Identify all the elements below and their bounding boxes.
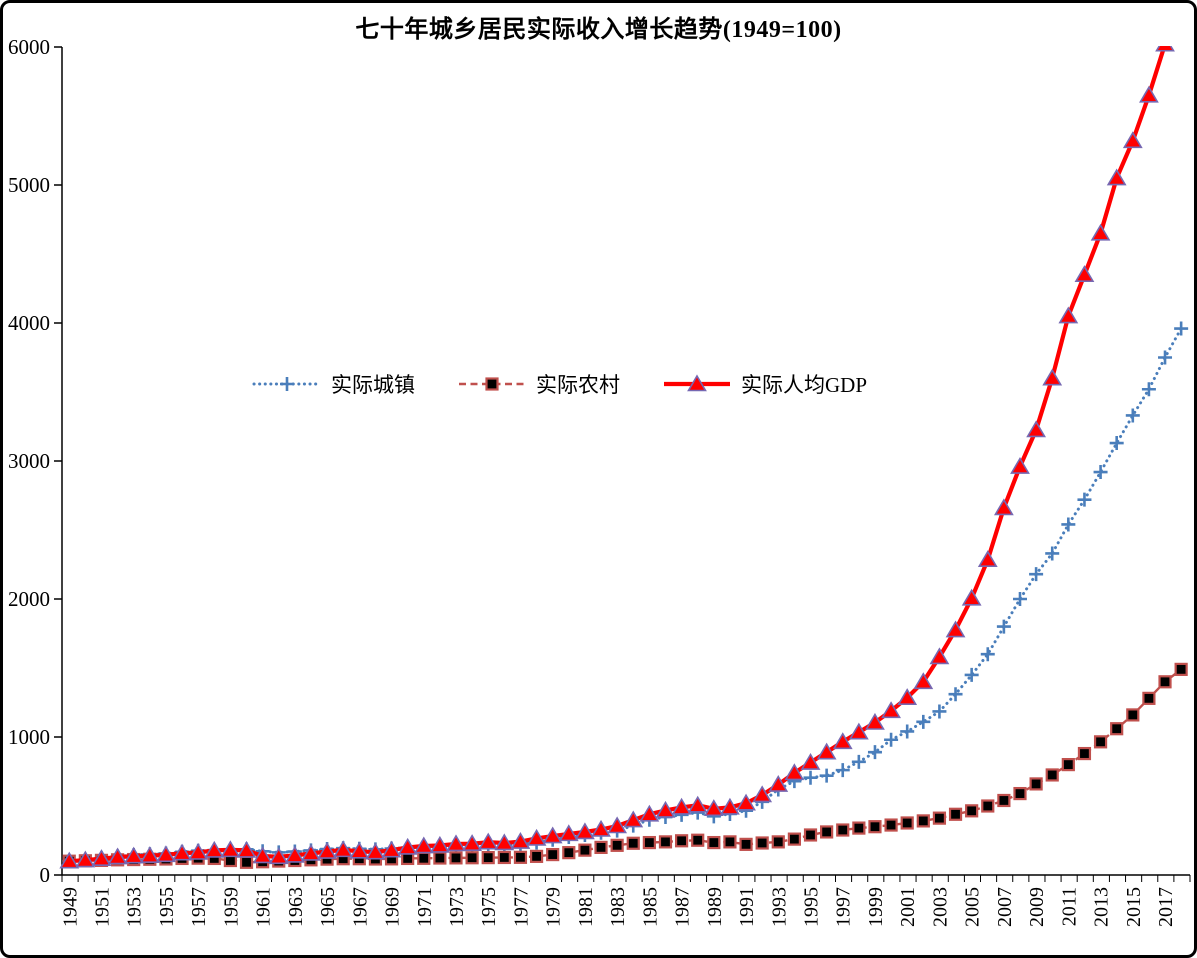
svg-text:4000: 4000 (8, 311, 50, 335)
svg-text:6000: 6000 (8, 35, 50, 59)
legend-item-urban: 实际城镇 (252, 369, 415, 399)
legend-label-gdp: 实际人均GDP (741, 373, 868, 397)
svg-text:1973: 1973 (446, 887, 468, 927)
legend-label-rural: 实际农村 (536, 373, 620, 397)
svg-text:2017: 2017 (1155, 887, 1177, 927)
series-实际农村 (62, 662, 1188, 869)
svg-text:1995: 1995 (801, 887, 823, 927)
svg-text:2011: 2011 (1058, 887, 1080, 926)
svg-text:1949: 1949 (59, 887, 81, 927)
svg-text:5000: 5000 (8, 173, 50, 197)
svg-text:1957: 1957 (188, 887, 210, 927)
svg-text:1981: 1981 (575, 887, 597, 927)
svg-text:1967: 1967 (349, 887, 371, 927)
svg-text:2009: 2009 (1026, 887, 1048, 927)
rural-line-marker-icon (457, 371, 527, 397)
series-实际人均GDP (59, 46, 1175, 869)
svg-text:1963: 1963 (285, 887, 307, 927)
urban-line-marker-icon (252, 371, 322, 397)
svg-text:1999: 1999 (865, 887, 887, 927)
svg-text:1975: 1975 (478, 887, 500, 927)
svg-text:2007: 2007 (994, 887, 1016, 927)
gdp-line-marker-icon (662, 371, 732, 397)
svg-text:1991: 1991 (736, 887, 758, 927)
svg-text:2003: 2003 (929, 887, 951, 927)
svg-text:1953: 1953 (124, 887, 146, 927)
svg-text:2000: 2000 (8, 587, 50, 611)
svg-text:1000: 1000 (8, 725, 50, 749)
svg-text:1977: 1977 (510, 887, 532, 927)
legend: 实际城镇 实际农村 实际人均GDP (252, 369, 867, 399)
svg-text:1955: 1955 (156, 887, 178, 927)
svg-text:1993: 1993 (768, 887, 790, 927)
svg-text:1965: 1965 (317, 887, 339, 927)
axes: 0 1000 2000 3000 4000 5000 6000 1949 1951 1953 195… (8, 35, 1191, 927)
svg-text:1997: 1997 (833, 887, 855, 927)
svg-text:1983: 1983 (607, 887, 629, 927)
svg-text:1989: 1989 (704, 887, 726, 927)
svg-text:1959: 1959 (220, 887, 242, 927)
svg-text:1951: 1951 (91, 887, 113, 927)
svg-text:1985: 1985 (639, 887, 661, 927)
svg-text:1969: 1969 (382, 887, 404, 927)
series-实际城镇 (62, 321, 1189, 869)
svg-text:1979: 1979 (543, 887, 565, 927)
svg-text:2005: 2005 (962, 887, 984, 927)
legend-label-urban: 实际城镇 (331, 373, 415, 397)
svg-text:1961: 1961 (253, 887, 275, 927)
chart-title: 七十年城乡居民实际收入增长趋势(1949=100) (355, 17, 842, 43)
svg-text:2001: 2001 (897, 887, 919, 927)
series-layer (59, 46, 1189, 869)
svg-text:0: 0 (40, 863, 51, 887)
svg-text:1971: 1971 (414, 887, 436, 927)
svg-text:2013: 2013 (1091, 887, 1113, 927)
legend-item-rural: 实际农村 (457, 369, 620, 399)
legend-item-gdp: 实际人均GDP (662, 369, 867, 399)
svg-text:1987: 1987 (672, 887, 694, 927)
svg-text:2015: 2015 (1123, 887, 1145, 927)
svg-text:3000: 3000 (8, 449, 50, 473)
